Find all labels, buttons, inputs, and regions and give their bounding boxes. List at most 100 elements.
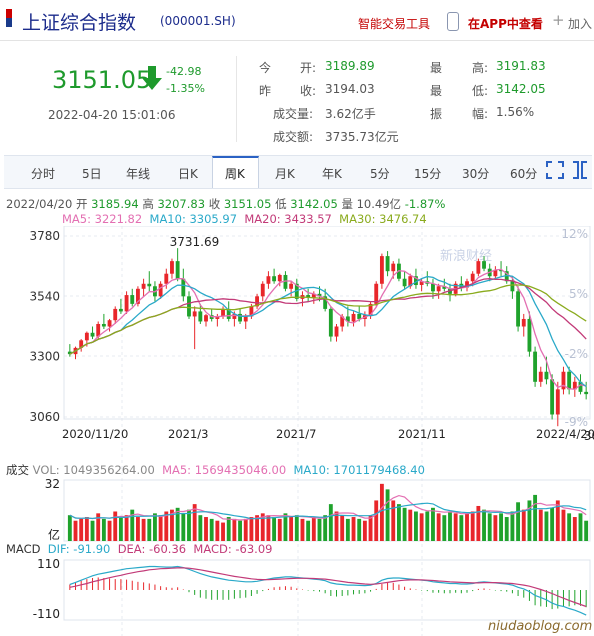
candle-body	[323, 296, 328, 309]
current-price: 3151.05	[52, 66, 152, 94]
price-tick-label: 3540	[29, 289, 60, 303]
candle-body	[351, 313, 356, 322]
volume-bar	[391, 500, 396, 541]
volume-bar	[493, 515, 498, 541]
volume-bar	[470, 511, 475, 541]
tab-30min[interactable]: 30分	[462, 167, 490, 181]
top-bar	[0, 0, 594, 41]
volume-bar	[249, 517, 254, 541]
smart-trade-link[interactable]: 智能交易工具	[358, 17, 431, 31]
ma30-legend: MA30: 3476.74	[339, 212, 427, 226]
candle-body	[204, 315, 208, 322]
ma10-legend: MA10: 3305.97	[149, 212, 238, 226]
candle-body	[101, 323, 106, 327]
volume-bar	[345, 518, 350, 541]
volume-bar	[351, 517, 356, 541]
price-tick-label: 3060	[29, 410, 60, 424]
volume-bar	[226, 517, 231, 541]
candle-body	[113, 308, 118, 321]
info-close-label: 收	[208, 197, 221, 211]
volume-bar	[453, 513, 458, 541]
tab-year-line[interactable]: 年线	[126, 167, 151, 181]
volume-bar	[272, 517, 277, 541]
volume-bar	[175, 507, 180, 541]
volume-unit-label: 亿	[48, 527, 60, 542]
volume-bar	[243, 518, 248, 541]
candle-body	[550, 379, 555, 415]
candle-body	[465, 281, 469, 288]
info-low: 3142.05	[290, 197, 338, 211]
tab-15min[interactable]: 15分	[414, 167, 442, 181]
tab-5day[interactable]: 5日	[82, 167, 102, 181]
volume-bar	[442, 515, 447, 541]
volume-bar	[476, 505, 481, 541]
candle-body	[493, 269, 498, 277]
volume-bar	[362, 520, 367, 541]
tab-60min[interactable]: 60分	[510, 167, 538, 181]
info-close: 3151.05	[223, 197, 272, 211]
volume-bar	[84, 517, 89, 541]
dif-line	[69, 565, 587, 616]
macd-legend-label: MACD	[6, 542, 41, 556]
candles	[67, 248, 589, 427]
phone-icon	[447, 12, 459, 31]
tab-minute[interactable]: 分时	[31, 167, 56, 181]
candle-body	[175, 261, 180, 279]
add-watchlist-link[interactable]: 加入	[568, 17, 593, 31]
tab-weekly-k[interactable]: 周K	[225, 167, 245, 181]
macd: 110 -110	[33, 557, 591, 621]
volume-bar	[101, 518, 106, 541]
fullscreen-icon[interactable]	[546, 161, 564, 183]
ma5-legend: MA5: 3221.82	[62, 212, 143, 226]
volume-bar	[187, 509, 191, 541]
ma10-line	[69, 274, 587, 388]
volume-bar	[510, 511, 515, 541]
volume-legend: 成交 VOL: 1049356264.00 MA5: 1569435046.00…	[6, 462, 425, 478]
volume-bar	[79, 518, 84, 541]
prev-close-value: 3194.03	[325, 82, 375, 96]
volume-bar	[368, 515, 373, 541]
volume-bar	[215, 520, 220, 541]
candle-body	[67, 351, 72, 355]
expand-icon[interactable]	[572, 161, 588, 183]
tab-daily-k[interactable]: 日K	[178, 167, 198, 181]
info-open-label: 开	[75, 197, 88, 211]
candle-body	[158, 283, 163, 297]
candle-body	[328, 308, 333, 337]
ma20-line	[69, 278, 587, 355]
tab-monthly-k[interactable]: 月K	[275, 167, 295, 181]
pct-tick-label: 5%	[569, 287, 588, 301]
volume-bar	[300, 518, 305, 541]
view-in-app-link[interactable]: 在APP中查看	[468, 17, 543, 31]
volume-bar	[578, 513, 583, 541]
ma-legend: MA5: 3221.82 MA10: 3305.97 MA20: 3433.57…	[62, 212, 427, 226]
volume-bar	[521, 509, 526, 541]
volume-bar	[340, 515, 345, 541]
candle-body	[238, 313, 242, 322]
high-label-1: 最	[430, 61, 443, 75]
volume-bar	[113, 511, 118, 541]
volume-bar	[567, 513, 572, 541]
volume-bar	[164, 511, 169, 541]
info-vol: 10.49亿	[356, 197, 402, 211]
volume-bar	[147, 518, 152, 541]
volume-value: 3.62亿手	[325, 107, 376, 121]
tab-yearly-k[interactable]: 年K	[322, 167, 342, 181]
volume-bar	[414, 511, 418, 541]
info-vol-label: 量	[341, 197, 353, 211]
kline-chart: 新浪财经 3780 3540 3300 3060 12% 5% -2% -9% 2020/11/…	[29, 226, 594, 636]
volume-bar	[289, 517, 294, 541]
candle-body	[414, 276, 418, 286]
candle-body	[283, 274, 288, 289]
volume-bar	[260, 513, 265, 541]
candle-body	[192, 311, 197, 317]
candle-body	[408, 276, 413, 287]
tab-5min[interactable]: 5分	[370, 167, 390, 181]
pct-tick-label: 12%	[561, 227, 588, 241]
annotation-label: 3731.69	[170, 235, 220, 249]
pct-tick-label: -2%	[565, 347, 588, 361]
macd-legend: MACD DIF: -91.90 DEA: -60.36 MACD: -63.0…	[6, 542, 272, 556]
volume-label: 成交量:	[273, 107, 314, 121]
candle-body	[118, 308, 123, 312]
candle-body	[419, 281, 424, 286]
